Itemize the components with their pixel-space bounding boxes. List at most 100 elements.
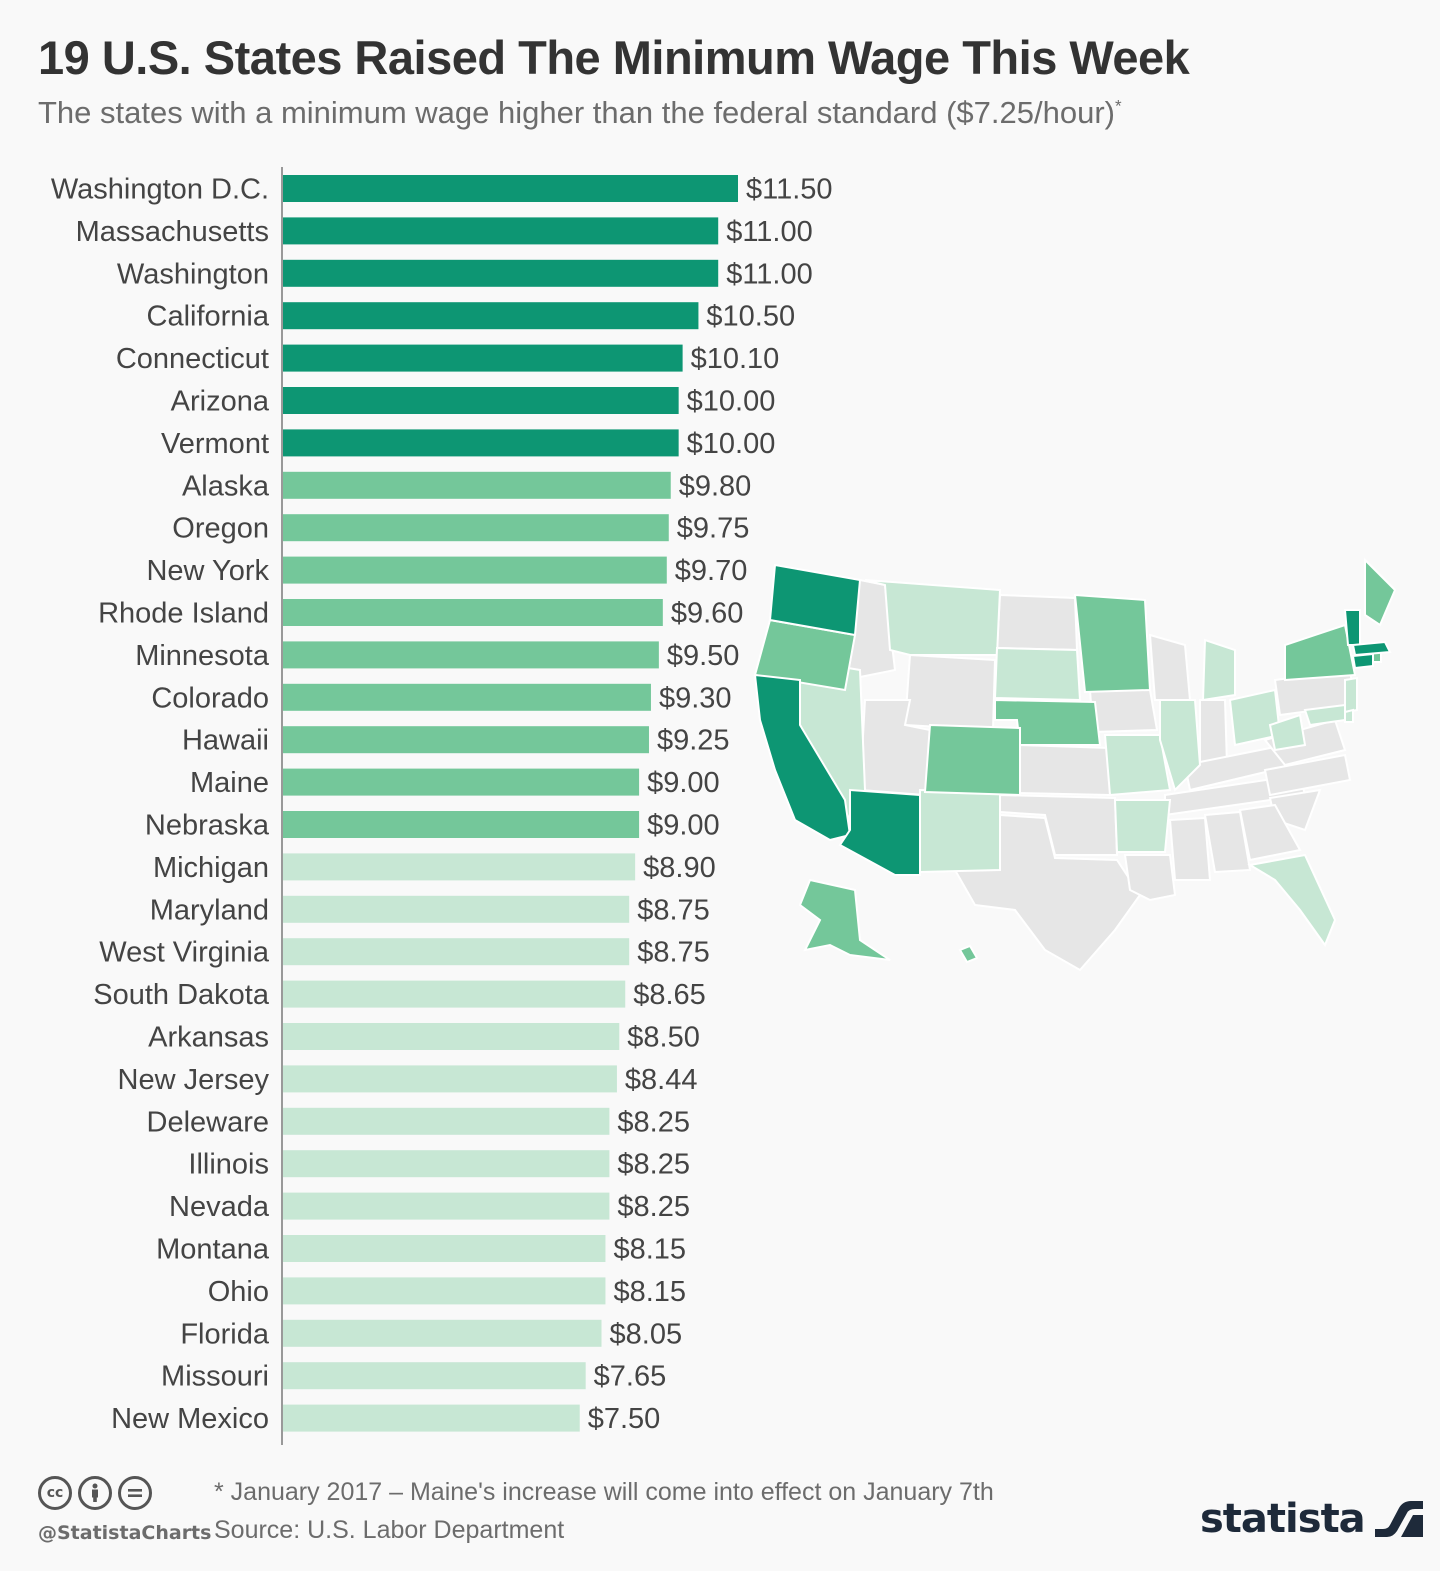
value-label: $9.30: [659, 682, 732, 714]
value-label: $8.25: [617, 1149, 690, 1181]
category-label: New Jersey: [118, 1064, 270, 1096]
map-state-hawaii: [958, 944, 979, 964]
value-label: $9.25: [657, 725, 730, 757]
subtitle-footnote-mark: *: [1114, 96, 1122, 116]
bar[interactable]: [283, 895, 630, 923]
category-label: Colorado: [151, 682, 269, 714]
map-state-iowa: [1088, 689, 1159, 734]
bar[interactable]: [283, 683, 651, 711]
category-label: Michigan: [153, 852, 269, 884]
map-state-mississippi: [1168, 816, 1212, 881]
value-label: $8.25: [617, 1106, 690, 1138]
no-derivatives-icon[interactable]: [118, 1476, 152, 1510]
bar[interactable]: [283, 175, 738, 202]
map-state-maine: [1364, 557, 1397, 627]
value-label: $9.00: [647, 767, 720, 799]
value-label: $10.10: [691, 343, 780, 375]
map-state-kansas: [1016, 743, 1111, 797]
map-state-new-mexico: [919, 788, 1001, 874]
value-label: $8.50: [627, 1022, 700, 1054]
value-label: $7.65: [594, 1361, 667, 1393]
statista-handle[interactable]: @StatistaCharts: [38, 1522, 212, 1544]
category-label: California: [147, 301, 270, 333]
value-label: $8.15: [613, 1276, 686, 1308]
map-state-arkansas: [1113, 799, 1172, 853]
category-label: Washington: [117, 258, 269, 290]
bar[interactable]: [283, 1065, 617, 1093]
bar[interactable]: [283, 302, 699, 330]
bar[interactable]: [283, 556, 667, 584]
bar[interactable]: [283, 259, 719, 287]
value-label: $11.00: [726, 216, 813, 248]
bar[interactable]: [283, 217, 719, 245]
category-label: Florida: [180, 1318, 270, 1350]
bar[interactable]: [283, 1277, 606, 1305]
value-label: $8.44: [625, 1064, 698, 1096]
bar[interactable]: [283, 599, 663, 626]
subtitle-text: The states with a minimum wage higher th…: [38, 95, 1115, 130]
category-label: Alaska: [182, 470, 270, 502]
category-label: Massachusetts: [76, 216, 269, 248]
map-state-massachusetts: [1351, 640, 1392, 657]
bar[interactable]: [283, 938, 630, 966]
value-label: $8.65: [633, 979, 706, 1011]
bar[interactable]: [283, 1107, 610, 1135]
map-state-delaware: [1344, 708, 1354, 723]
bar[interactable]: [283, 1362, 586, 1390]
attribution-icon[interactable]: [78, 1476, 112, 1510]
value-label: $8.75: [637, 937, 710, 969]
map-state-missouri: [1103, 734, 1172, 797]
value-label: $10.00: [687, 386, 776, 418]
bar[interactable]: [283, 1150, 610, 1178]
map-state-georgia: [1238, 803, 1302, 862]
bar[interactable]: [283, 641, 659, 669]
category-label: West Virginia: [99, 937, 270, 969]
bar[interactable]: [283, 471, 671, 499]
map-state-connecticut: [1351, 652, 1374, 670]
category-label: Vermont: [161, 428, 269, 460]
value-label: $8.90: [643, 852, 716, 884]
map-state-south-dakota: [993, 646, 1082, 702]
map-state-california: [753, 673, 852, 842]
value-label: $11.00: [726, 258, 813, 290]
creative-commons-icon[interactable]: cc: [38, 1476, 72, 1510]
category-label: Washington D.C.: [51, 174, 269, 206]
value-label: $9.80: [679, 470, 752, 502]
map-high-tier-states: [753, 563, 1392, 876]
map-state-louisiana: [1123, 854, 1177, 902]
value-label: $10.00: [687, 428, 776, 460]
statista-logo-icon: [1374, 1501, 1423, 1537]
bar[interactable]: [283, 811, 640, 838]
bar[interactable]: [283, 980, 626, 1008]
map-state-north-dakota: [995, 593, 1079, 652]
category-label: Arkansas: [148, 1022, 269, 1054]
bar[interactable]: [283, 514, 669, 542]
bar[interactable]: [283, 853, 636, 881]
bar[interactable]: [283, 1235, 606, 1262]
category-label: South Dakota: [93, 979, 270, 1011]
map-state-colorado: [923, 723, 1021, 797]
bar[interactable]: [283, 768, 640, 796]
value-label: $11.50: [746, 174, 833, 206]
bar[interactable]: [283, 387, 679, 414]
category-label: Deleware: [147, 1106, 270, 1138]
map-state-michigan: [1201, 638, 1236, 702]
value-label: $8.05: [610, 1318, 683, 1350]
bar[interactable]: [283, 344, 683, 372]
map-state-north-carolina: [1263, 753, 1352, 797]
value-label: $9.75: [677, 513, 750, 545]
bar[interactable]: [283, 1192, 610, 1220]
bar[interactable]: [283, 1404, 580, 1432]
footnote: * January 2017 – Maine's increase will c…: [214, 1478, 994, 1506]
bar[interactable]: [283, 429, 679, 457]
bar[interactable]: [283, 726, 649, 754]
category-label: New Mexico: [111, 1403, 269, 1435]
statista-logo[interactable]: statista: [1200, 1496, 1425, 1542]
us-state-map: [753, 557, 1397, 972]
category-label: Hawaii: [182, 725, 269, 757]
bar[interactable]: [283, 1319, 602, 1347]
category-label: Rhode Island: [98, 598, 269, 630]
value-label: $8.15: [613, 1234, 686, 1266]
chart-subtitle: The states with a minimum wage higher th…: [38, 95, 1122, 131]
bar[interactable]: [283, 1023, 620, 1050]
